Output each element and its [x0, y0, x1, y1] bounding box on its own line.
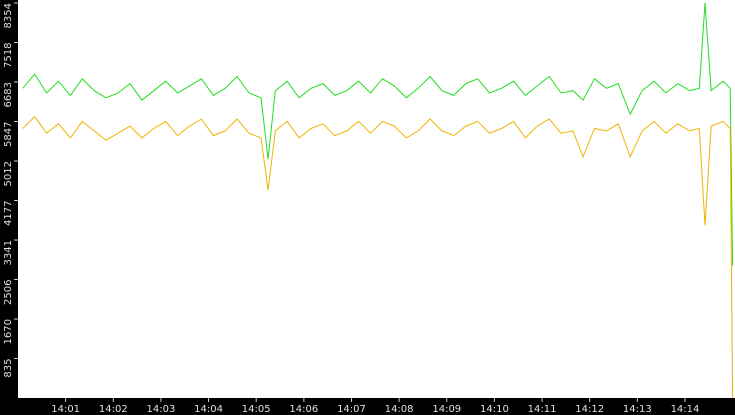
x-tick-label: 14:12: [575, 404, 604, 415]
x-tick-label: 14:06: [289, 404, 318, 415]
x-tick-label: 14:07: [337, 404, 366, 415]
x-tick-label: 14:03: [147, 404, 176, 415]
x-tick-label: 14:01: [51, 404, 80, 415]
y-tick-label: 5847: [3, 122, 14, 147]
x-tick-label: 14:11: [528, 404, 557, 415]
x-tick-label: 14:10: [480, 404, 509, 415]
x-tick-label: 14:14: [671, 404, 700, 415]
y-tick-label: 5012: [3, 161, 14, 186]
x-tick-label: 14:04: [194, 404, 223, 415]
y-tick-label: 3341: [3, 240, 14, 265]
plot-area: [18, 0, 735, 398]
y-tick-label: 4177: [3, 201, 14, 226]
y-tick-label: 835: [3, 359, 14, 378]
x-tick-label: 14:05: [242, 404, 271, 415]
y-tick-label: 1670: [3, 319, 14, 344]
x-tick-label: 14:08: [385, 404, 414, 415]
y-tick-label: 2506: [3, 280, 14, 305]
y-tick-label: 8354: [3, 3, 14, 28]
series-line: [22, 115, 734, 399]
x-tick-label: 14:02: [99, 404, 128, 415]
series-line: [22, 2, 734, 266]
y-tick-label: 7518: [3, 43, 14, 68]
y-tick-label: 6683: [3, 82, 14, 107]
x-tick-label: 14:13: [623, 404, 652, 415]
x-tick-label: 14:09: [432, 404, 461, 415]
